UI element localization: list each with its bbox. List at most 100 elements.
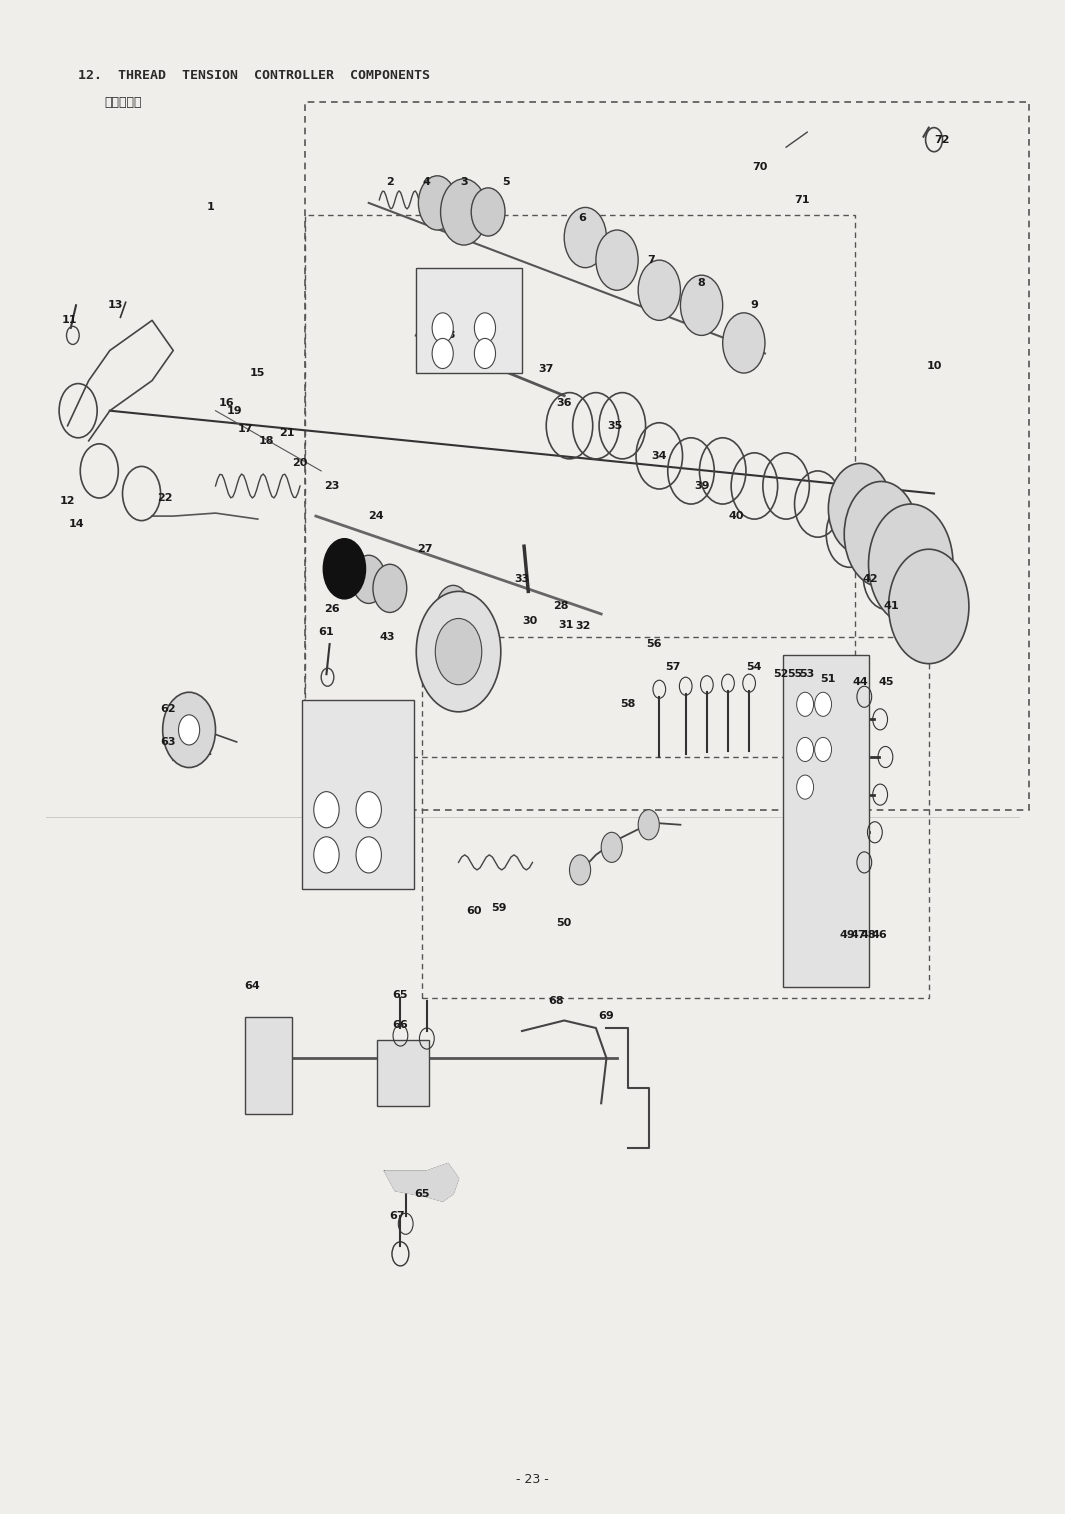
Text: 5: 5 [503, 177, 510, 186]
Circle shape [441, 179, 487, 245]
Text: 59: 59 [491, 902, 507, 913]
Text: 71: 71 [794, 195, 809, 204]
Text: 50: 50 [557, 917, 572, 928]
FancyBboxPatch shape [416, 268, 522, 372]
Text: 48: 48 [861, 930, 876, 940]
Circle shape [845, 481, 918, 587]
Text: 33: 33 [514, 574, 529, 584]
Text: 35: 35 [607, 421, 623, 431]
Circle shape [797, 737, 814, 762]
Text: 62: 62 [160, 704, 176, 713]
Text: 38: 38 [440, 330, 456, 341]
Circle shape [797, 775, 814, 799]
Text: 69: 69 [599, 1011, 615, 1020]
Text: 42: 42 [863, 574, 879, 584]
Text: - 23 -: - 23 - [517, 1473, 548, 1485]
Circle shape [351, 556, 386, 604]
Text: 9: 9 [751, 300, 758, 310]
Circle shape [869, 504, 953, 624]
Text: 65: 65 [393, 990, 408, 999]
Text: 6: 6 [578, 213, 586, 223]
Text: 22: 22 [157, 494, 173, 503]
Circle shape [815, 737, 832, 762]
Text: 15: 15 [250, 368, 265, 378]
Text: 72: 72 [935, 135, 950, 145]
Text: 17: 17 [237, 424, 252, 435]
Text: 57: 57 [666, 662, 681, 672]
FancyBboxPatch shape [783, 654, 869, 987]
Text: 25: 25 [332, 574, 348, 584]
Circle shape [314, 792, 339, 828]
Text: 27: 27 [417, 544, 432, 554]
Circle shape [638, 810, 659, 840]
Text: 49: 49 [839, 930, 855, 940]
Text: 36: 36 [556, 398, 572, 409]
Text: 60: 60 [466, 905, 482, 916]
Text: 11: 11 [62, 315, 78, 326]
Circle shape [373, 565, 407, 613]
Text: 12: 12 [60, 497, 76, 506]
Text: 41: 41 [884, 601, 900, 612]
Text: 32: 32 [575, 621, 591, 631]
Text: 1: 1 [207, 203, 214, 212]
Circle shape [797, 692, 814, 716]
Text: 29: 29 [450, 662, 466, 672]
Text: 46: 46 [871, 930, 887, 940]
Text: 13: 13 [108, 300, 122, 310]
Circle shape [564, 207, 606, 268]
Circle shape [601, 833, 622, 863]
Text: 20: 20 [293, 459, 308, 468]
Text: 18: 18 [259, 436, 274, 445]
Circle shape [471, 188, 505, 236]
Circle shape [829, 463, 891, 554]
Text: 40: 40 [728, 512, 744, 521]
Circle shape [419, 176, 457, 230]
Circle shape [596, 230, 638, 291]
Text: 54: 54 [747, 662, 763, 672]
Text: 58: 58 [620, 699, 636, 709]
Text: 26: 26 [324, 604, 340, 615]
Text: 53: 53 [800, 669, 815, 680]
Text: 37: 37 [539, 363, 554, 374]
Text: 45: 45 [879, 677, 895, 687]
Circle shape [474, 313, 495, 344]
Circle shape [179, 715, 199, 745]
Circle shape [356, 837, 381, 874]
Circle shape [432, 313, 454, 344]
Text: 65: 65 [414, 1188, 429, 1199]
Text: 24: 24 [368, 512, 383, 521]
Circle shape [638, 260, 681, 321]
Text: 68: 68 [547, 996, 563, 1005]
Text: 10: 10 [927, 360, 941, 371]
Circle shape [474, 339, 495, 368]
Text: 21: 21 [280, 428, 295, 438]
Text: 63: 63 [160, 737, 176, 746]
Circle shape [815, 692, 832, 716]
Circle shape [314, 837, 339, 874]
Text: 55: 55 [787, 669, 802, 680]
Text: 4: 4 [423, 177, 430, 186]
Text: 14: 14 [68, 519, 84, 528]
Circle shape [888, 550, 969, 663]
Circle shape [436, 619, 481, 684]
Text: 28: 28 [554, 601, 569, 612]
Text: 30: 30 [523, 616, 538, 627]
Text: 23: 23 [324, 481, 340, 491]
Text: 39: 39 [693, 481, 709, 491]
Text: 19: 19 [227, 406, 243, 416]
Text: 12.  THREAD  TENSION  CONTROLLER  COMPONENTS: 12. THREAD TENSION CONTROLLER COMPONENTS [78, 70, 430, 82]
Text: 51: 51 [821, 674, 836, 684]
Text: 2: 2 [386, 177, 394, 186]
Circle shape [681, 276, 723, 336]
Text: 34: 34 [652, 451, 667, 460]
Text: 47: 47 [850, 930, 866, 940]
Text: 16: 16 [218, 398, 234, 409]
Text: 56: 56 [646, 639, 661, 650]
Text: 67: 67 [390, 1211, 405, 1222]
Circle shape [570, 855, 591, 886]
Polygon shape [384, 1164, 459, 1201]
Text: 44: 44 [852, 677, 868, 687]
Circle shape [163, 692, 215, 768]
Text: 7: 7 [646, 256, 655, 265]
Circle shape [324, 539, 365, 600]
